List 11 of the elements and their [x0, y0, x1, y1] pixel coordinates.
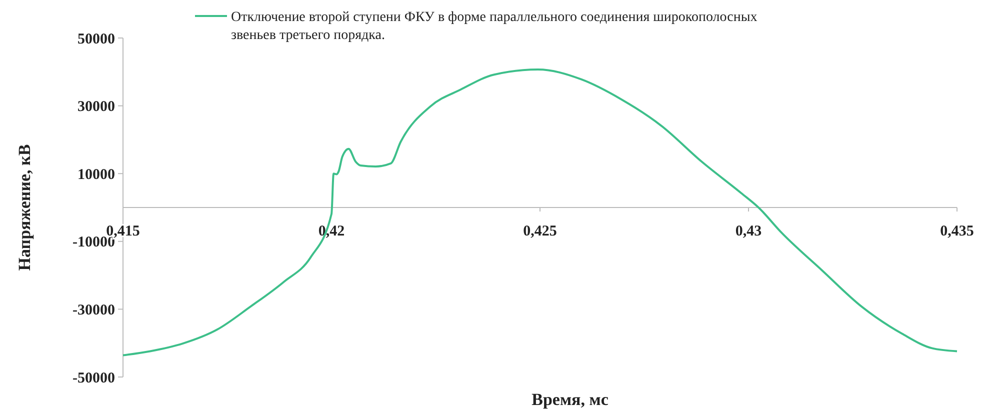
y-tick-label: 50000 — [78, 31, 115, 48]
y-tick-label: 10000 — [78, 166, 115, 183]
y-tick-label: -50000 — [72, 370, 115, 386]
x-tick-label: 0,43 — [735, 224, 762, 240]
x-tick-label: 0,435 — [940, 224, 974, 240]
y-tick-label: -30000 — [72, 302, 115, 318]
y-tick-label: 30000 — [78, 99, 115, 116]
legend-label: Отключение второй ступени ФКУ в форме параллельного соединения широкополосных звеньев третьего порядка. — [231, 10, 758, 44]
y-axis-title: Напряжение, кВ — [15, 144, 34, 271]
x-tick-label: 0,425 — [523, 224, 557, 240]
x-axis-title: Время, мс — [532, 390, 609, 409]
